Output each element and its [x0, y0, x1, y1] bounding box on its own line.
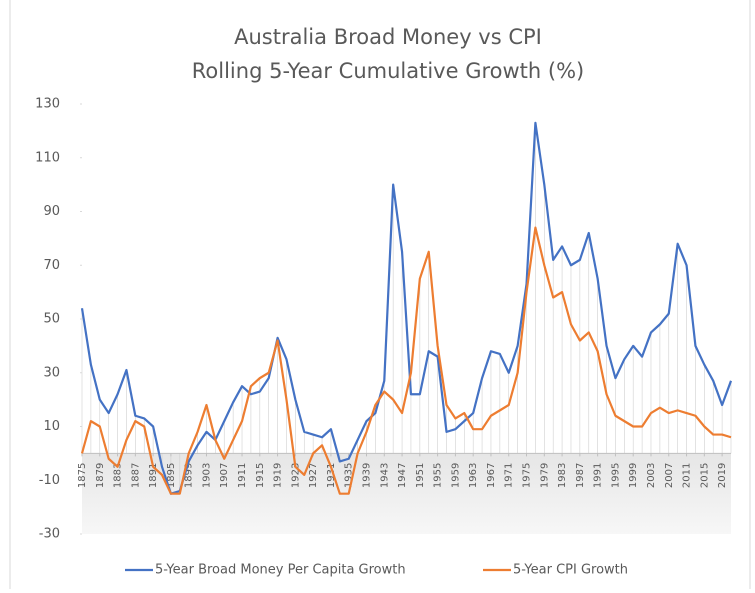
chart-title: Australia Broad Money vs CPI [234, 25, 542, 49]
x-tick-label: 1959 [450, 463, 461, 488]
x-tick-label: 2007 [664, 463, 675, 488]
x-tick-label: 1899 [184, 463, 195, 488]
x-tick-label: 1891 [148, 463, 159, 488]
x-tick-label: 1895 [166, 463, 177, 488]
x-tick-label: 1923 [290, 463, 301, 488]
legend-label: 5-Year Broad Money Per Capita Growth [155, 563, 406, 578]
x-tick-label: 1971 [504, 463, 515, 488]
x-tick-label: 1931 [326, 463, 337, 488]
y-tick-label: 10 [43, 419, 60, 434]
y-tick-label: 130 [35, 97, 60, 112]
x-tick-label: 1947 [397, 463, 408, 488]
x-tick-label: 1911 [237, 463, 248, 488]
y-tick-label: 30 [43, 365, 60, 380]
x-tick-label: 1919 [273, 463, 284, 488]
x-tick-label: 2003 [646, 463, 657, 488]
x-tick-label: 1939 [361, 463, 372, 488]
x-tick-label: 1987 [575, 463, 586, 488]
x-tick-label: 1963 [468, 463, 479, 488]
legend-label: 5-Year CPI Growth [513, 563, 628, 578]
y-tick-label: -10 [39, 473, 60, 488]
series-line [80, 121, 733, 495]
x-tick-label: 1879 [95, 463, 106, 488]
x-tick-label: 1875 [77, 463, 88, 488]
x-tick-label: 1967 [486, 463, 497, 488]
y-tick-label: 50 [43, 312, 60, 327]
x-tick-label: 1903 [201, 463, 212, 488]
y-tick-label: 90 [43, 204, 60, 219]
x-tick-label: 1951 [415, 463, 426, 488]
y-tick-label: 110 [35, 150, 60, 165]
y-tick-label: -30 [39, 527, 60, 542]
x-tick-label: 1927 [308, 463, 319, 488]
x-tick-label: 1915 [255, 463, 266, 488]
x-tick-label: 1887 [130, 463, 141, 488]
x-tick-label: 2019 [717, 463, 728, 488]
below-zero-band [82, 453, 731, 534]
x-tick-label: 1979 [539, 463, 550, 488]
x-tick-label: 1995 [610, 463, 621, 488]
x-tick-label: 1991 [593, 463, 604, 488]
x-tick-label: 2015 [699, 463, 710, 488]
chart-subtitle: Rolling 5-Year Cumulative Growth (%) [192, 59, 584, 83]
x-tick-label: 1943 [379, 463, 390, 488]
x-tick-label: 1975 [522, 463, 533, 488]
x-tick-label: 2011 [682, 463, 693, 488]
x-tick-label: 1935 [344, 463, 355, 488]
x-tick-label: 1955 [433, 463, 444, 488]
series-line [80, 226, 732, 495]
x-tick-label: 1907 [219, 463, 230, 488]
x-tick-label: 1883 [113, 463, 124, 488]
x-tick-label: 1983 [557, 463, 568, 488]
y-tick-label: 70 [43, 258, 60, 273]
x-tick-label: 1999 [628, 463, 639, 488]
